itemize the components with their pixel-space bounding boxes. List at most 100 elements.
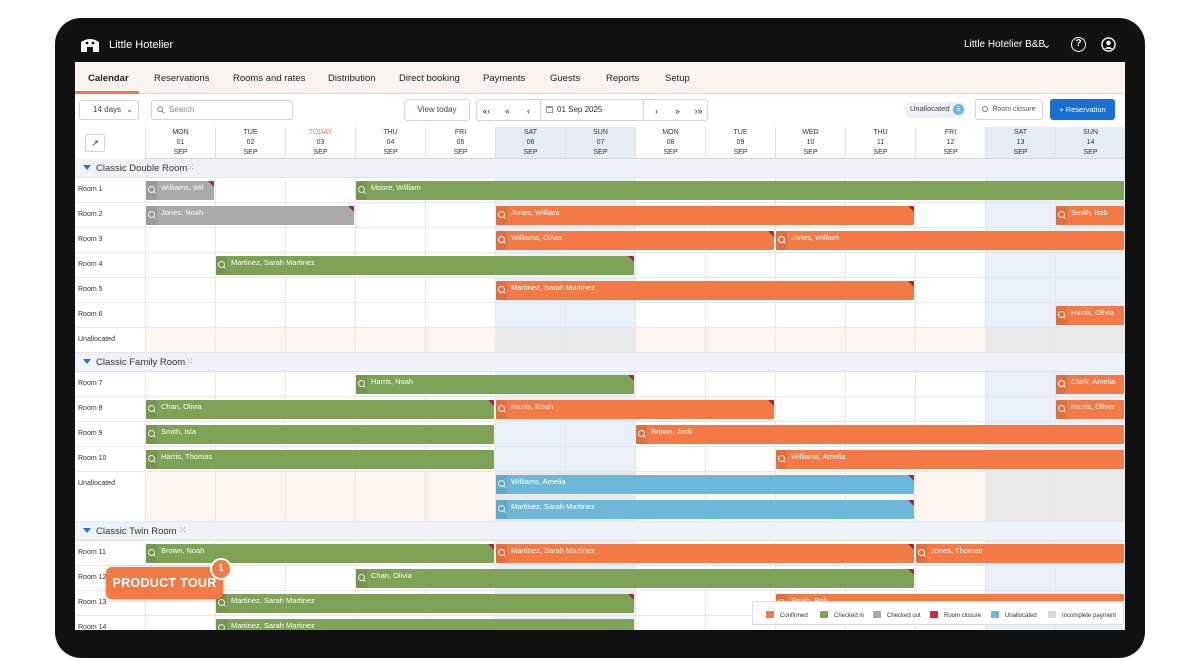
- calendar-cell[interactable]: [425, 278, 495, 302]
- booking-bar[interactable]: Clark, Amelia: [1056, 375, 1124, 394]
- calendar-cell[interactable]: [215, 303, 285, 327]
- booking-bar[interactable]: Martinez, Sarah Martinez: [216, 594, 634, 613]
- calendar-cell[interactable]: [915, 372, 985, 396]
- calendar-cell[interactable]: [425, 303, 495, 327]
- calendar-cell[interactable]: [285, 372, 355, 396]
- calendar-cell[interactable]: [985, 328, 1055, 352]
- room-type-header[interactable]: Classic Twin Room ⁙: [75, 522, 1125, 541]
- booking-bar[interactable]: Williams, Amelia: [776, 450, 1124, 469]
- calendar-cell[interactable]: [145, 278, 215, 302]
- property-selector[interactable]: Little Hotelier B&B: [964, 39, 1046, 50]
- calendar-cell[interactable]: [985, 203, 1055, 227]
- calendar-cell[interactable]: [355, 278, 425, 302]
- booking-bar[interactable]: Chan, Olivia: [146, 400, 494, 419]
- calendar-cell[interactable]: [495, 447, 565, 471]
- calendar-cell[interactable]: [285, 472, 355, 521]
- calendar-cell[interactable]: [915, 328, 985, 352]
- booking-bar[interactable]: Chan, Olivia: [356, 569, 914, 588]
- nav-tab-distribution[interactable]: Distribution: [328, 73, 376, 84]
- booking-bar[interactable]: Jones, Thomas: [916, 544, 1124, 563]
- view-today-button[interactable]: View today: [404, 99, 470, 121]
- booking-bar[interactable]: Brown, Jack: [636, 425, 1124, 444]
- calendar-cell[interactable]: [145, 228, 215, 252]
- calendar-cell[interactable]: [215, 253, 285, 277]
- calendar-cell[interactable]: [145, 591, 215, 615]
- room-closure-button[interactable]: Room closure: [975, 99, 1043, 120]
- calendar-cell[interactable]: [355, 228, 425, 252]
- calendar-cell[interactable]: [1055, 253, 1125, 277]
- calendar-cell[interactable]: [775, 303, 845, 327]
- calendar-cell[interactable]: [915, 253, 985, 277]
- calendar-cell[interactable]: [985, 566, 1055, 590]
- calendar-cell[interactable]: [565, 447, 635, 471]
- calendar-cell[interactable]: [985, 397, 1055, 421]
- calendar-cell[interactable]: [425, 203, 495, 227]
- booking-bar[interactable]: Martinez, Sarah Martinez: [496, 544, 914, 563]
- calendar-cell[interactable]: [915, 397, 985, 421]
- calendar-cell[interactable]: [285, 278, 355, 302]
- calendar-cell[interactable]: [1055, 472, 1125, 521]
- calendar-cell[interactable]: [215, 591, 285, 615]
- calendar-cell[interactable]: [355, 372, 425, 396]
- calendar-cell[interactable]: [705, 616, 775, 630]
- calendar-cell[interactable]: [145, 616, 215, 630]
- booking-bar[interactable]: Jones, William: [496, 206, 914, 225]
- calendar-cell[interactable]: [495, 422, 565, 446]
- calendar-cell[interactable]: [705, 372, 775, 396]
- calendar-cell[interactable]: [355, 203, 425, 227]
- calendar-cell[interactable]: [705, 253, 775, 277]
- calendar-cell[interactable]: [285, 566, 355, 590]
- calendar-cell[interactable]: [145, 447, 215, 471]
- calendar-cell[interactable]: [145, 472, 215, 521]
- booking-bar[interactable]: Jones, William: [776, 231, 1124, 250]
- product-tour-button[interactable]: PRODUCT TOUR: [106, 567, 223, 599]
- room-type-header[interactable]: Classic Double Room ⁙: [75, 159, 1125, 178]
- calendar-cell[interactable]: [145, 253, 215, 277]
- user-account-icon[interactable]: [1101, 37, 1116, 52]
- calendar-cell[interactable]: [915, 541, 985, 565]
- jump-back-far-icon[interactable]: «‹: [482, 106, 491, 116]
- calendar-cell[interactable]: [215, 178, 285, 202]
- calendar-cell[interactable]: [355, 178, 425, 202]
- calendar-cell[interactable]: [635, 591, 705, 615]
- nav-tab-payments[interactable]: Payments: [483, 73, 526, 84]
- booking-bar[interactable]: Brown, Noah: [146, 544, 494, 563]
- calendar-cell[interactable]: [1055, 566, 1125, 590]
- calendar-cell[interactable]: [215, 278, 285, 302]
- calendar-cell[interactable]: [635, 616, 705, 630]
- calendar-cell[interactable]: [565, 422, 635, 446]
- calendar-cell[interactable]: [495, 303, 565, 327]
- calendar-cell[interactable]: [705, 447, 775, 471]
- calendar-cell[interactable]: [915, 203, 985, 227]
- calendar-cell[interactable]: [705, 591, 775, 615]
- calendar-cell[interactable]: [845, 303, 915, 327]
- calendar-cell[interactable]: [705, 303, 775, 327]
- calendar-cell[interactable]: [285, 328, 355, 352]
- calendar-cell[interactable]: [915, 566, 985, 590]
- calendar-cell[interactable]: [775, 397, 845, 421]
- calendar-cell[interactable]: [565, 328, 635, 352]
- collapse-icon[interactable]: ↗: [85, 134, 105, 152]
- calendar-cell[interactable]: [425, 328, 495, 352]
- calendar-cell[interactable]: [215, 616, 285, 630]
- drag-handle-icon[interactable]: ⁙: [179, 525, 186, 535]
- collapse-triangle-icon[interactable]: [83, 528, 91, 533]
- calendar-cell[interactable]: [215, 372, 285, 396]
- calendar-cell[interactable]: [635, 372, 705, 396]
- calendar-cell[interactable]: [495, 328, 565, 352]
- drag-handle-icon[interactable]: ⁙: [187, 162, 194, 172]
- nav-tab-setup[interactable]: Setup: [665, 73, 690, 84]
- calendar-cell[interactable]: [215, 472, 285, 521]
- calendar-cell[interactable]: [145, 397, 215, 421]
- calendar-cell[interactable]: [845, 253, 915, 277]
- calendar-cell[interactable]: [285, 228, 355, 252]
- calendar-cell[interactable]: [635, 328, 705, 352]
- add-reservation-button[interactable]: + Reservation: [1050, 99, 1115, 120]
- calendar-cell[interactable]: [355, 472, 425, 521]
- calendar-cell[interactable]: [635, 447, 705, 471]
- calendar-cell[interactable]: [775, 228, 845, 252]
- calendar-cell[interactable]: [145, 328, 215, 352]
- search-input[interactable]: Search: [151, 100, 293, 120]
- calendar-cell[interactable]: [355, 303, 425, 327]
- booking-bar[interactable]: Williams, Amelia: [496, 475, 914, 494]
